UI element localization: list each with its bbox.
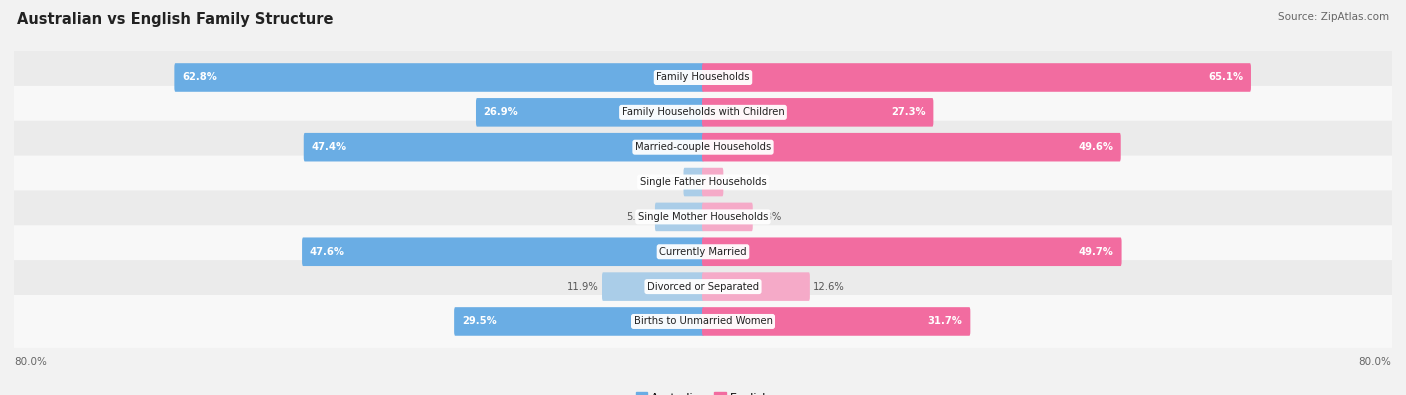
Text: 27.3%: 27.3% xyxy=(891,107,925,117)
FancyBboxPatch shape xyxy=(702,98,934,127)
FancyBboxPatch shape xyxy=(302,237,704,266)
FancyBboxPatch shape xyxy=(683,168,704,196)
FancyBboxPatch shape xyxy=(11,225,1395,278)
Text: Source: ZipAtlas.com: Source: ZipAtlas.com xyxy=(1278,12,1389,22)
Text: 49.6%: 49.6% xyxy=(1078,142,1114,152)
FancyBboxPatch shape xyxy=(602,272,704,301)
Text: 29.5%: 29.5% xyxy=(461,316,496,326)
Text: 65.1%: 65.1% xyxy=(1208,73,1243,83)
Text: Single Father Households: Single Father Households xyxy=(640,177,766,187)
Text: 5.6%: 5.6% xyxy=(627,212,652,222)
Text: 2.2%: 2.2% xyxy=(655,177,681,187)
FancyBboxPatch shape xyxy=(702,203,752,231)
Text: Australian vs English Family Structure: Australian vs English Family Structure xyxy=(17,12,333,27)
FancyBboxPatch shape xyxy=(702,168,723,196)
FancyBboxPatch shape xyxy=(11,51,1395,104)
Text: Currently Married: Currently Married xyxy=(659,247,747,257)
FancyBboxPatch shape xyxy=(11,295,1395,348)
FancyBboxPatch shape xyxy=(702,307,970,336)
FancyBboxPatch shape xyxy=(702,63,1251,92)
Text: Family Households with Children: Family Households with Children xyxy=(621,107,785,117)
Text: Divorced or Separated: Divorced or Separated xyxy=(647,282,759,292)
Text: 26.9%: 26.9% xyxy=(484,107,519,117)
Text: 31.7%: 31.7% xyxy=(928,316,963,326)
FancyBboxPatch shape xyxy=(702,237,1122,266)
Text: Family Households: Family Households xyxy=(657,73,749,83)
Text: 49.7%: 49.7% xyxy=(1078,247,1114,257)
Legend: Australian, English: Australian, English xyxy=(631,388,775,395)
Text: 47.6%: 47.6% xyxy=(309,247,344,257)
FancyBboxPatch shape xyxy=(11,156,1395,209)
Text: Single Mother Households: Single Mother Households xyxy=(638,212,768,222)
Text: 5.8%: 5.8% xyxy=(756,212,782,222)
FancyBboxPatch shape xyxy=(655,203,704,231)
Text: 62.8%: 62.8% xyxy=(183,73,217,83)
FancyBboxPatch shape xyxy=(11,121,1395,174)
FancyBboxPatch shape xyxy=(11,190,1395,243)
FancyBboxPatch shape xyxy=(477,98,704,127)
Text: Married-couple Households: Married-couple Households xyxy=(636,142,770,152)
FancyBboxPatch shape xyxy=(174,63,704,92)
Text: 2.3%: 2.3% xyxy=(727,177,752,187)
Text: 11.9%: 11.9% xyxy=(567,282,599,292)
FancyBboxPatch shape xyxy=(11,260,1395,313)
FancyBboxPatch shape xyxy=(454,307,704,336)
FancyBboxPatch shape xyxy=(304,133,704,162)
Text: 12.6%: 12.6% xyxy=(813,282,845,292)
FancyBboxPatch shape xyxy=(702,272,810,301)
FancyBboxPatch shape xyxy=(702,133,1121,162)
FancyBboxPatch shape xyxy=(11,86,1395,139)
Text: Births to Unmarried Women: Births to Unmarried Women xyxy=(634,316,772,326)
Text: 47.4%: 47.4% xyxy=(312,142,347,152)
